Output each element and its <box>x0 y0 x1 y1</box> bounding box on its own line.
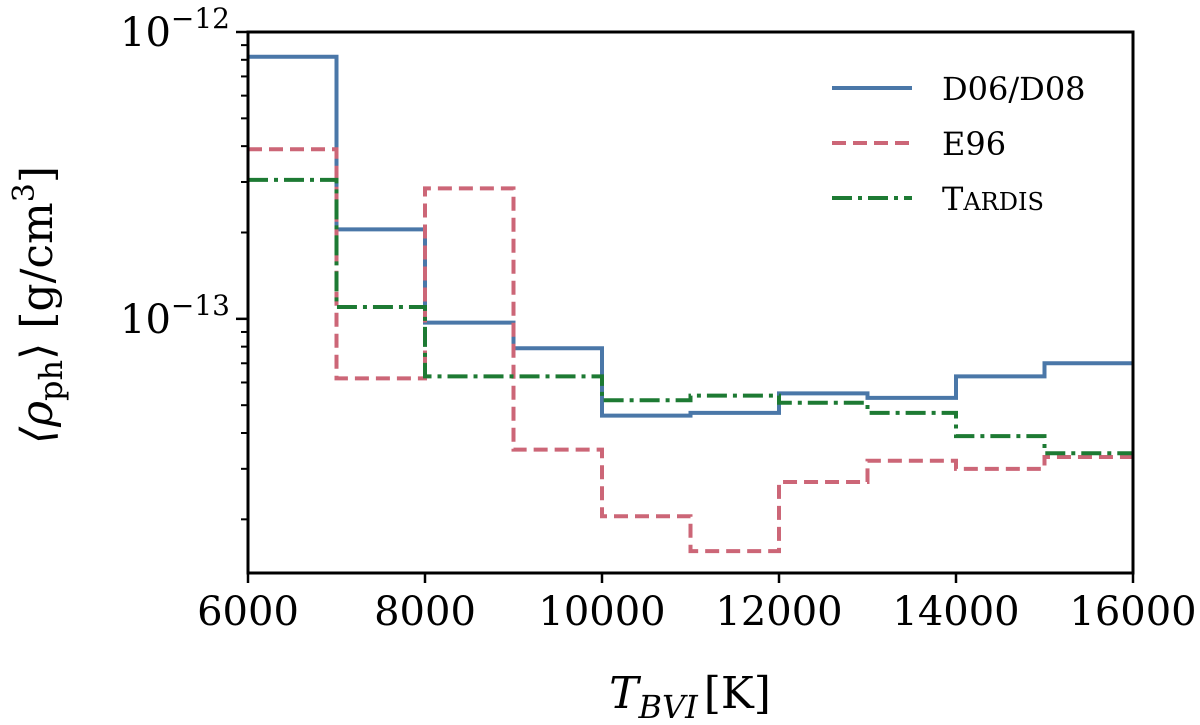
legend-label-tardis-rest: ARDIS <box>962 188 1044 216</box>
y-axis-title-close: ⟩ [g/cm <box>12 202 63 360</box>
series-line-d06-d08 <box>248 54 1133 418</box>
legend-label-tardis-cap: T <box>942 180 964 218</box>
ticks-layer: 6000 8000 10000 12000 14000 16000 10−12 10−13 <box>120 2 1197 635</box>
y-tick-label: 10−13 <box>120 289 230 343</box>
x-axis-title: TBVI [K] <box>609 668 771 725</box>
axes-frame <box>246 30 1135 575</box>
y-axis-title-main: ⟨ρ <box>12 401 63 444</box>
x-axis-title-units: [K] <box>704 668 771 719</box>
legend-label-e96: E96 <box>942 125 1006 163</box>
series-line-tardis <box>248 177 1133 456</box>
y-axis-title: ⟨ρph⟩ [g/cm3] <box>7 166 70 444</box>
y-axis-title-sup: 3 <box>7 183 42 202</box>
y-tick-label: 10−12 <box>120 2 230 56</box>
x-tick-label: 16000 <box>1069 589 1196 635</box>
x-tick-label: 12000 <box>715 589 842 635</box>
series-layer <box>248 54 1133 554</box>
series-line-e96 <box>248 147 1133 554</box>
x-tick-label: 6000 <box>197 589 299 635</box>
x-axis-title-sub: BVI <box>637 688 699 725</box>
legend: D06/D08 E96 TARDIS <box>832 70 1086 218</box>
x-tick-label: 14000 <box>892 589 1019 635</box>
x-axis-title-main: T <box>609 668 642 719</box>
legend-label-d06-d08: D06/D08 <box>942 70 1086 108</box>
y-axis-title-sub: ph <box>32 360 70 401</box>
legend-label-tardis: TARDIS <box>942 180 1044 218</box>
x-tick-label: 10000 <box>538 589 665 635</box>
y-axis-title-end: ] <box>12 166 63 183</box>
x-tick-label: 8000 <box>374 589 476 635</box>
